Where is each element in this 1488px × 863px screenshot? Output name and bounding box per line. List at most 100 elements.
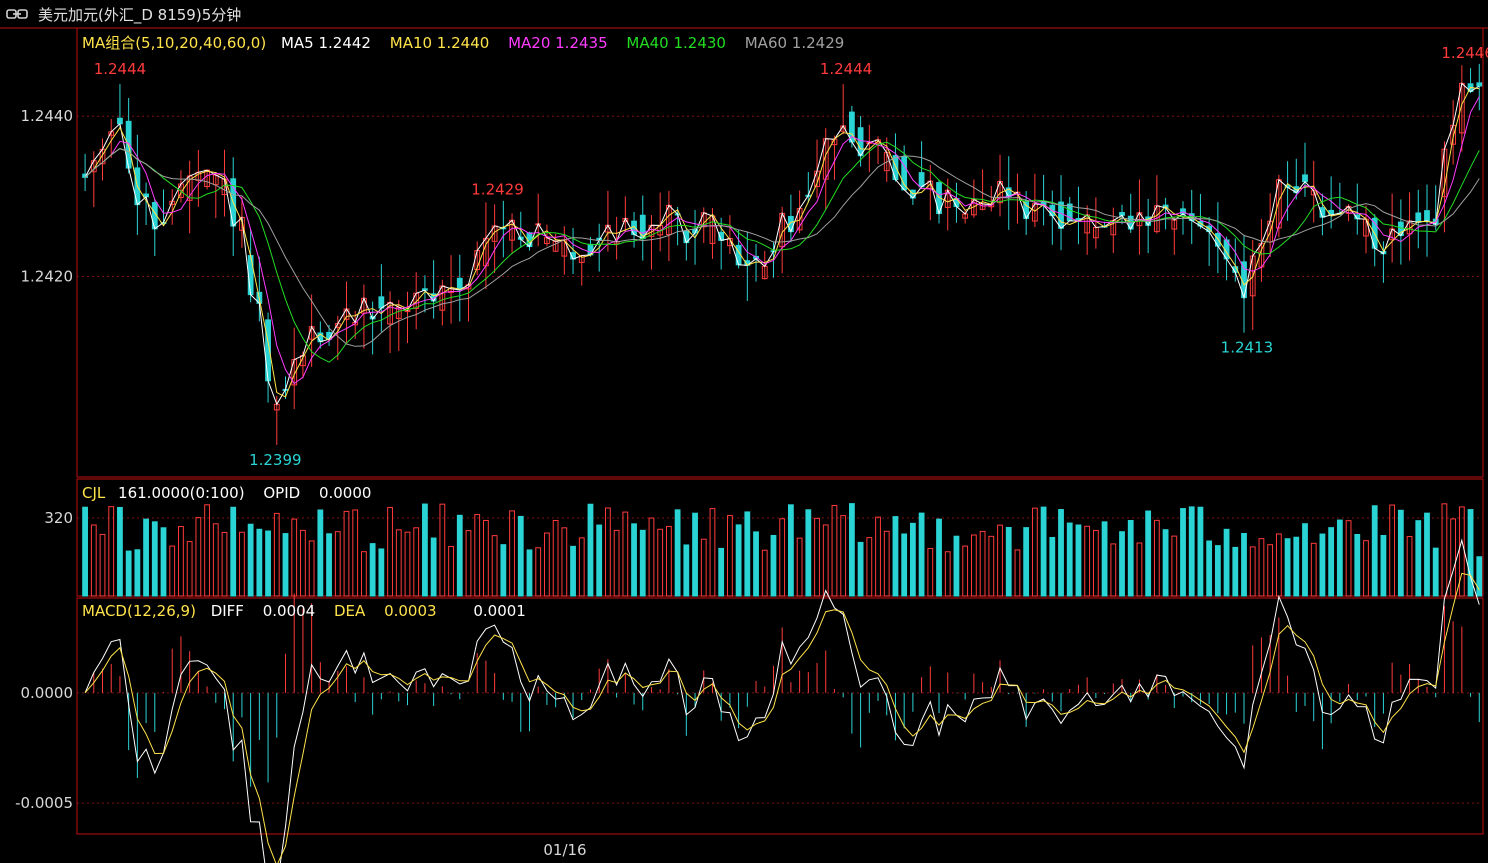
volume-bar: [639, 529, 646, 597]
volume-bar: [727, 515, 733, 597]
volume-bar: [578, 537, 585, 597]
price-tick-label: 1.2440: [21, 107, 74, 125]
volume-bar: [770, 534, 777, 597]
opid-legend-label: OPID: [263, 484, 301, 502]
volume-bar: [178, 526, 184, 597]
volume-bar: [204, 504, 210, 597]
volume-bar: [1162, 529, 1169, 597]
volume-bar: [1371, 505, 1378, 597]
volume-bar: [1345, 520, 1352, 597]
title-bar: 美元加元(外汇_D 8159)5分钟: [0, 0, 1488, 28]
volume-bar: [422, 503, 428, 597]
candle-body: [117, 117, 123, 125]
volume-bar: [909, 522, 916, 597]
volume-bar: [1232, 546, 1239, 597]
volume-bar: [535, 547, 542, 597]
volume-bar: [596, 524, 603, 597]
volume-bar: [1310, 542, 1317, 597]
volume-bar: [99, 533, 106, 597]
volume-bar: [866, 537, 873, 597]
volume-bar: [195, 517, 202, 597]
macd-histogram: [93, 593, 1480, 787]
volume-bar: [718, 547, 725, 597]
volume-bar: [1084, 525, 1091, 597]
volume-bar: [761, 549, 768, 597]
volume-bar: [491, 535, 498, 597]
volume-bar: [282, 533, 289, 597]
volume-bar: [883, 530, 890, 597]
volume-bar: [613, 529, 620, 597]
volume-bar: [648, 517, 655, 597]
volume-bar: [1127, 520, 1134, 597]
volume-bar: [1206, 540, 1213, 597]
ma10-legend: MA10 1.2440: [389, 34, 490, 52]
ma20-line: [84, 96, 1480, 385]
volume-bar: [404, 531, 411, 597]
macd-legend: MACD(12,26,9) DIFF 0.0004 DEA 0.0003 0.0…: [82, 602, 526, 620]
volume-bar: [1188, 506, 1195, 597]
volume-bar: [1031, 507, 1038, 597]
ma-legend-title: MA组合(5,10,20,40,60,0): [82, 34, 267, 52]
ma40-line: [84, 141, 1480, 363]
volume-bar: [1275, 533, 1282, 597]
volume-bar: [735, 524, 742, 597]
volume-bar: [1197, 506, 1204, 597]
ma5-legend: MA5 1.2442: [280, 34, 371, 52]
volume-bar: [700, 538, 707, 597]
volume-legend: CJL 161.0000(0:100) OPID 0.0000: [82, 484, 371, 502]
volume-bar: [1049, 537, 1056, 597]
volume-bar: [962, 545, 969, 597]
volume-bar: [753, 531, 759, 597]
volume-bar: [796, 537, 803, 597]
volume-bar: [291, 518, 298, 597]
volume-bar: [108, 506, 115, 597]
link-icon[interactable]: [6, 8, 28, 20]
volume-bar: [1354, 533, 1361, 597]
opid-legend-value: 0.0000: [318, 484, 372, 502]
candle-body: [456, 277, 463, 291]
volume-bar: [1023, 527, 1030, 597]
volume-bar: [1101, 521, 1108, 597]
volume-bar: [892, 516, 899, 597]
volume-bar: [1214, 545, 1221, 597]
volume-legend-value: 161.0000(0:100): [118, 484, 245, 502]
volume-bar: [822, 524, 829, 597]
volume-bar: [395, 529, 402, 597]
macd-legend-value: 0.0001: [473, 602, 526, 620]
volume-bar: [1432, 547, 1439, 597]
volume-bar: [1171, 535, 1178, 597]
volume-bar: [413, 527, 420, 597]
volume-bar: [901, 533, 908, 597]
volume-bar: [117, 506, 123, 597]
volume-bar: [1092, 529, 1099, 597]
volume-bar: [1441, 503, 1448, 597]
ma60-legend: MA60 1.2429: [744, 34, 845, 52]
volume-bar: [1476, 556, 1483, 597]
volume-bar: [230, 506, 237, 597]
volume-bar: [1153, 519, 1160, 597]
volume-bar: [1180, 508, 1186, 597]
volume-bar: [1284, 538, 1291, 597]
volume-bar: [970, 534, 977, 597]
volume-bar: [256, 528, 263, 597]
macd-legend-title: MACD(12,26,9): [82, 602, 196, 620]
candle-body: [857, 127, 864, 157]
volume-bar: [1241, 532, 1247, 597]
volume-bar: [631, 523, 637, 597]
macd-panel-frame: [76, 597, 1484, 835]
volume-bar: [1014, 549, 1021, 597]
volume-bar: [509, 510, 515, 597]
volume-bar: [1380, 534, 1387, 597]
candle-body: [918, 172, 925, 188]
volume-bar: [927, 548, 934, 597]
volume-bar: [779, 518, 786, 597]
volume-bar: [997, 524, 1003, 597]
extreme-label: 1.2446: [1441, 44, 1488, 62]
volume-bar: [692, 512, 698, 597]
volume-tick-label: 320: [44, 509, 73, 527]
macd-tick-label: -0.0005: [15, 794, 73, 812]
volume-bar: [265, 530, 271, 597]
volume-bar: [805, 509, 812, 597]
volume-bar: [378, 548, 385, 597]
